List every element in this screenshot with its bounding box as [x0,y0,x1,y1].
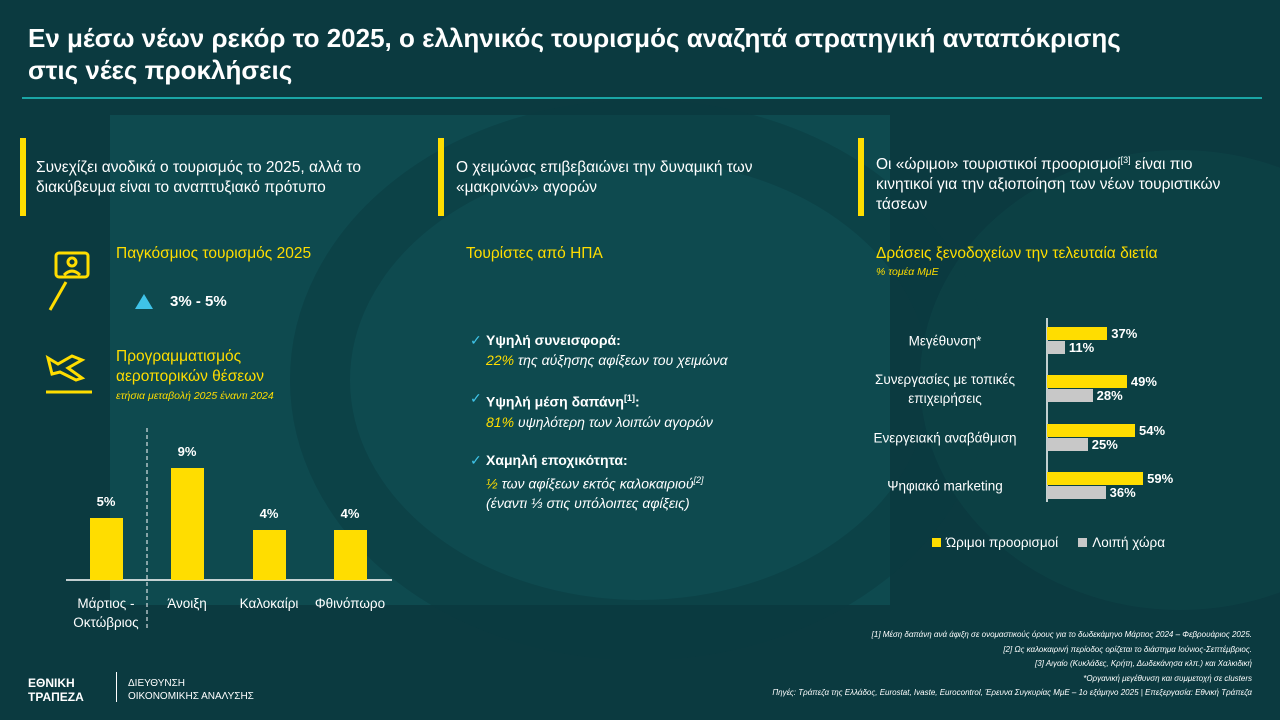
chart-title: Δράσεις ξενοδοχείων την τελευταία διετία [876,245,1158,262]
y-tick-label: Ενεργειακή αναβάθμιση [873,430,1017,446]
value-label: 5% [96,493,116,509]
footnote: [3] Αιγαίο (Κυκλάδες, Κρήτη, Δωδεκάνησα … [1035,659,1252,668]
bar [1047,389,1093,402]
legend-swatch [932,538,941,547]
bar [171,467,204,580]
legend-item: Λοιπή χώρα [1078,535,1165,550]
list: ✓ Υψηλή συνεισφορά: 22% της αύξησης αφίξεω… [470,330,826,531]
logo-text: ΕΘΝΙΚΗ [28,676,75,690]
value-label: 59% [1147,471,1174,486]
check: ✓ [470,332,482,348]
accent [20,138,26,216]
value-label: 54% [1139,423,1166,438]
dept-text: ΔΙΕΥΘΥΝΣΗ [128,678,185,689]
chart-subtitle: ετήσια μεταβολή 2025 έναντι 2024 [116,390,274,402]
text: των αφίξεων εκτός καλοκαιριού [497,475,694,492]
chart-title: Προγραμματισμός αεροπορικών θέσεων [116,348,265,385]
value-label: 37% [1111,326,1138,341]
list-item: ✓ Υψηλή μέση δαπάνη[1]: 81% υψηλότερη των … [470,388,826,432]
bar [1047,438,1088,451]
text: Υψηλή μέση δαπάνη [486,393,624,410]
value-label: 36% [1109,485,1136,500]
y-tick-label: Ψηφιακό marketing [887,478,1003,494]
department: ΔΙΕΥΘΥΝΣΗ ΟΙΚΟΝΟΜΙΚΗΣ ΑΝΑΛΥΣΗΣ [128,677,254,703]
value-label: 28% [1096,388,1123,403]
accent [438,138,444,216]
logo-text: ΤΡΑΠΕΖΑ [28,690,84,704]
bar [1047,341,1065,354]
legend: Ώριμοι προορισμοί Λοιπή χώρα [932,535,1165,550]
value-label: 9% [177,443,197,459]
value-label: 4% [340,506,360,521]
value-label: 4% [259,506,279,521]
text: : [634,393,640,410]
legend-label: Λοιπή χώρα [1092,535,1166,550]
bar [1047,472,1144,485]
highlight: ½ [486,475,498,492]
value-label: 11% [1068,340,1095,355]
range: 3% - 5% [170,293,227,310]
title: Εν μέσω νέων ρεκόρ το 2025, ο ελληνικός … [28,23,1121,85]
y-tick-label: Συνεργασίες με τοπικές επιχειρήσεις [875,372,1015,406]
column-heading: Οι «ώριμοι» τουριστικοί προορισμοί[3] εί… [876,150,1246,215]
text: της αύξησης αφίξεων του χειμώνα [514,352,728,368]
bar [1047,486,1106,499]
dept-text: ΟΙΚΟΝΟΜΙΚΗΣ ΑΝΑΛΥΣΗΣ [128,691,254,702]
bar [1047,424,1136,437]
bar [1047,375,1127,388]
value-label: 49% [1130,374,1157,389]
x-tick-label: Καλοκαίρι [239,596,299,611]
bar [90,517,123,580]
item-text: 22% της αύξησης αφίξεων του χειμώνα [486,350,826,370]
item-text: (έναντι ⅓ στις υπόλοιπες αφίξεις) [486,495,690,512]
text: είναι πιο κινητικοί για την αξιοποίηση τ… [876,156,1221,214]
bar [1047,327,1108,340]
bar [253,530,286,580]
chart-subtitle: % τομέα ΜμΕ [876,266,939,278]
text: Χαμηλή εποχικότητα: [486,451,628,468]
item-text: 81% υψηλότερη των λοιπών αγορών [486,412,826,432]
x-tick-label: Μάρτιος - Οκτώβριος [73,596,139,630]
item-heading: Χαμηλή εποχικότητα: [486,450,826,470]
highlight: 81% [486,413,515,430]
check: ✓ [470,451,482,468]
x-tick-label: Άνοιξη [167,596,207,611]
footnote: [1] Μέση δαπάνη ανά άφιξη σε ονομαστικού… [871,630,1252,639]
legend-item: Ώριμοι προορισμοί [932,535,1058,550]
item-heading: Υψηλή μέση δαπάνη[1]: [486,388,826,412]
footnote: Πηγές: Τράπεζα της Ελλάδος, Eurostat, Iv… [772,688,1252,697]
y-tick-label: Μεγέθυνση* [908,333,982,349]
section-title: Τουρίστες από ΗΠΑ [466,245,603,262]
sup: [3] [1120,155,1131,165]
value-label: 25% [1091,437,1118,452]
footnote: *Οργανική μεγέθυνση και συμμετοχή σε clu… [1083,673,1252,683]
check: ✓ [470,390,482,406]
bar [334,530,367,580]
legend-label: Ώριμοι προορισμοί [946,535,1059,550]
accent [858,138,864,216]
item-text: ½ των αφίξεων εκτός καλοκαιριού[2] [486,470,826,494]
sup: [2] [693,474,704,485]
logo: ΕΘΝΙΚΗ ΤΡΑΠΕΖΑ [28,676,84,704]
highlight: 22% [486,352,515,368]
x-tick-label: Φθινόπωρο [314,596,386,611]
column-heading: Ο χειμώνας επιβεβαιώνει την δυναμική των… [456,159,753,196]
footnote: [2] Ως καλοκαιρινή περίοδος ορίζεται το … [1003,644,1252,654]
column-heading: Συνεχίζει ανοδικά ο τουρισμός το 2025, α… [36,159,362,196]
sup: [1] [623,393,635,403]
label: Παγκόσμιος τουρισμός 2025 [116,245,312,262]
legend-swatch [1078,538,1088,547]
list-item: ✓ Χαμηλή εποχικότητα: ½ των αφίξεων εκτός … [470,450,826,514]
text: Οι «ώριμοι» τουριστικοί προορισμοί [876,156,1121,174]
text: Υψηλή συνεισφορά: [486,332,621,348]
list-item: ✓ Υψηλή συνεισφορά: 22% της αύξησης αφίξεω… [470,330,826,370]
text: υψηλότερη των λοιπών αγορών [514,413,713,430]
item-heading: Υψηλή συνεισφορά: [486,330,826,350]
